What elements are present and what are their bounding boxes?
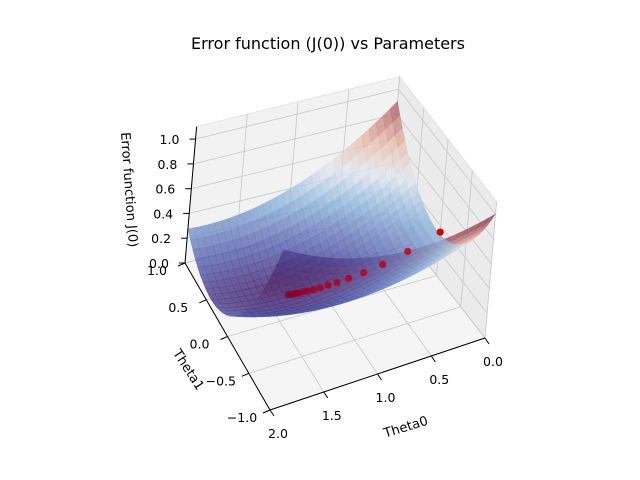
grid-line: [248, 306, 461, 374]
chart-title: Error function (J(0)) vs Parameters: [191, 34, 465, 53]
y-tick-label: 0.5: [168, 300, 188, 315]
z-tick-label: 0.4: [153, 206, 173, 221]
y-tick: [220, 336, 228, 340]
y-tick-label: −0.5: [206, 373, 236, 388]
y-tick-label: −1.0: [227, 410, 257, 425]
grid-line: [195, 88, 399, 140]
grid-line: [396, 113, 494, 240]
tick-labels: 0.00.51.01.52.0−1.0−0.50.00.51.00.00.20.…: [147, 132, 503, 441]
grid-line: [193, 113, 397, 165]
y-axis-label: Theta1: [169, 346, 207, 393]
z-tick-label: 1.0: [160, 132, 180, 147]
x-tick: [484, 337, 490, 345]
y-tick: [199, 299, 207, 304]
surface-facet: [389, 100, 401, 123]
descent-point: [436, 228, 444, 236]
descent-point: [316, 284, 324, 292]
x-tick: [377, 373, 382, 381]
z-tick-label: 0.0: [149, 256, 169, 271]
descent-path: [285, 228, 444, 299]
x-tick: [269, 409, 275, 417]
descent-point: [333, 278, 341, 286]
z-axis-line: [184, 126, 198, 264]
x-axis-label: Theta0: [381, 414, 430, 442]
descent-point: [285, 291, 293, 299]
x-tick: [430, 355, 436, 363]
y-tick-label: 1.0: [147, 263, 167, 278]
grid-line: [484, 201, 497, 339]
descent-point: [344, 274, 353, 282]
descent-point: [309, 286, 318, 294]
x-tick-label: 2.0: [268, 426, 288, 441]
z-tick-label: 0.8: [157, 157, 177, 172]
z-axis-label: Error function J(0): [117, 132, 140, 248]
descent-point: [360, 269, 368, 277]
z-tick-label: 0.2: [151, 231, 171, 246]
y-tick-label: 0.0: [190, 337, 210, 352]
descent-point: [404, 247, 412, 255]
z-tick-label: 0.6: [155, 182, 175, 197]
y-tick: [262, 409, 271, 414]
y-tick: [241, 372, 249, 377]
x-tick-label: 1.0: [376, 390, 396, 405]
grid-line: [393, 138, 492, 264]
descent-point: [324, 281, 332, 289]
x-tick-label: 1.5: [322, 408, 342, 423]
grid-line: [398, 88, 496, 215]
x-tick-label: 0.5: [429, 372, 449, 387]
x-tick-label: 0.0: [483, 354, 503, 369]
x-tick: [323, 391, 329, 399]
descent-point: [379, 260, 387, 268]
